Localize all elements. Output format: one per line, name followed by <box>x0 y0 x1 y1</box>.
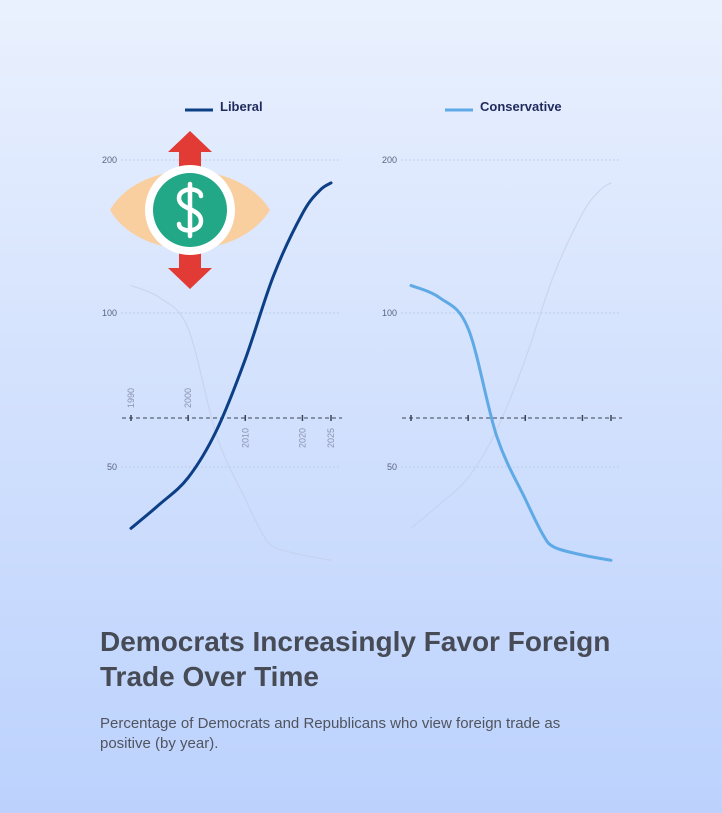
y-tick-label: 100 <box>102 308 117 318</box>
x-tick-label: 2010 <box>240 428 250 448</box>
y-tick-label: 50 <box>107 462 117 472</box>
x-tick-label: 2000 <box>183 388 193 408</box>
series-line-liberal-ghost <box>410 182 612 529</box>
panel-liberal: 200 100 50 1990 2000 2010 2020 2025 <box>102 155 342 561</box>
panel-conservative: 200 100 50 <box>382 155 622 562</box>
series-line-conservative <box>409 284 613 562</box>
y-tick-label: 100 <box>382 308 397 318</box>
y-tick-label: 50 <box>387 462 397 472</box>
series-line-conservative-ghost <box>130 284 332 561</box>
series-line-liberal <box>129 181 333 530</box>
y-tick-label: 200 <box>382 155 397 165</box>
legend-label: Conservative <box>480 99 562 114</box>
legend: Liberal Conservative <box>185 99 562 114</box>
chart-subtitle: Percentage of Democrats and Republicans … <box>100 715 561 752</box>
legend-label: Liberal <box>220 99 263 114</box>
eye-dollar-icon <box>110 131 270 289</box>
x-tick-label: 2020 <box>297 428 307 448</box>
chart-title: Democrats Increasingly Favor Foreign Tra… <box>100 626 611 692</box>
x-tick-label: 1990 <box>126 388 136 408</box>
y-tick-label: 200 <box>102 155 117 165</box>
x-tick-label: 2025 <box>326 428 336 448</box>
